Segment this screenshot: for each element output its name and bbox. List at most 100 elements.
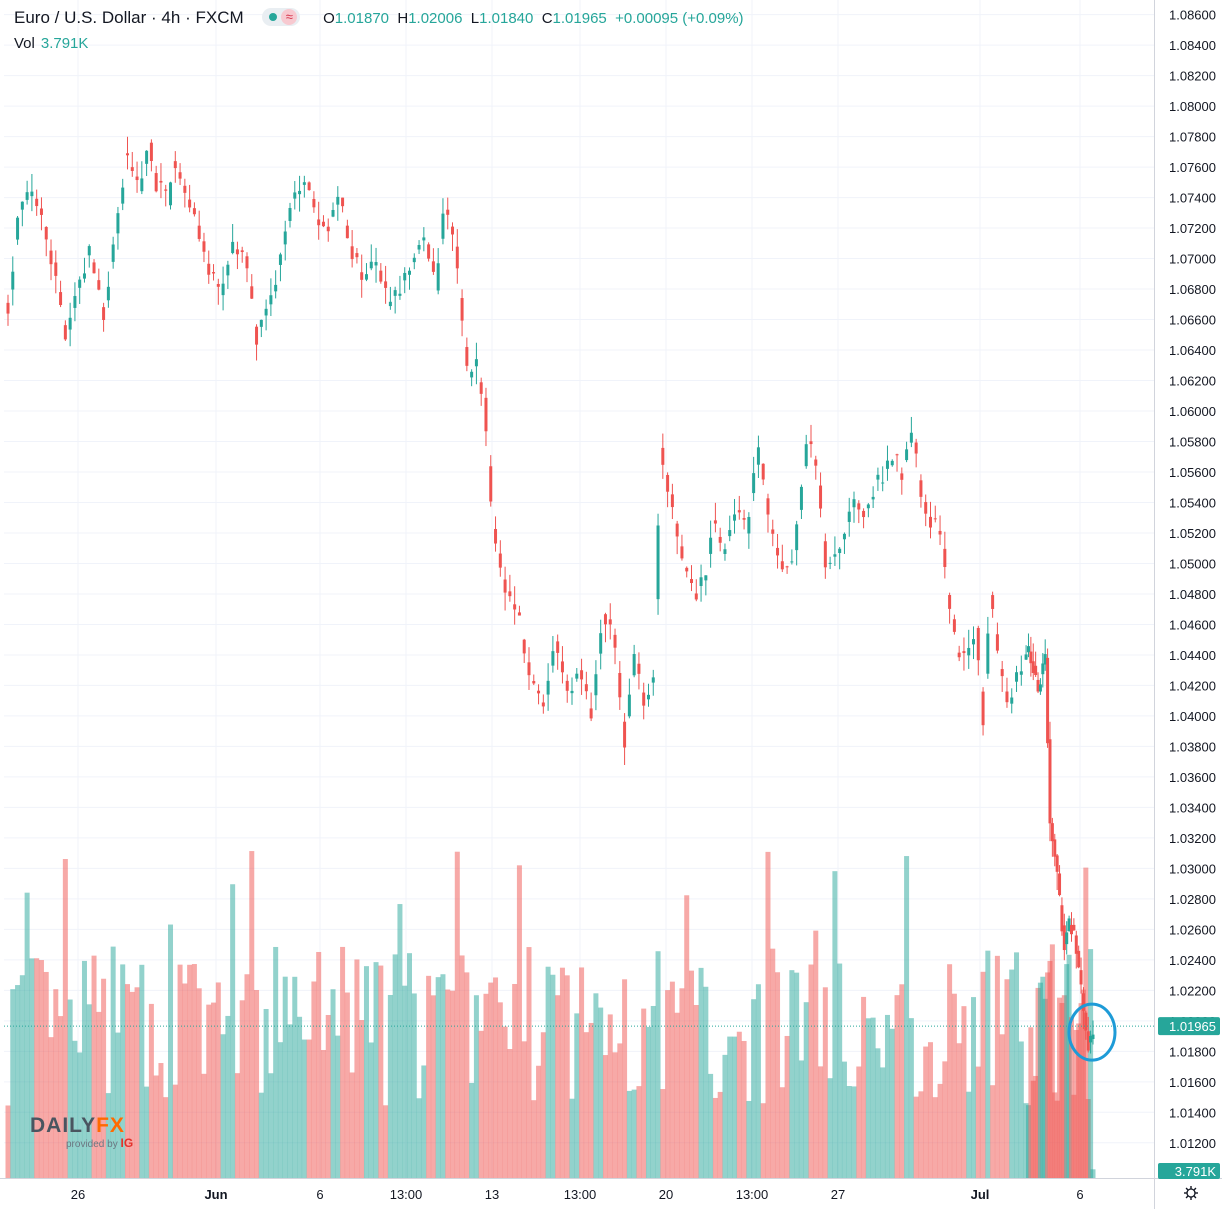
candle-body bbox=[560, 661, 564, 673]
price-tick-label: 1.05800 bbox=[1169, 435, 1216, 450]
candle-body bbox=[646, 694, 650, 700]
candle-body bbox=[1043, 654, 1047, 665]
candle-body bbox=[326, 226, 330, 232]
volume-bar bbox=[282, 976, 288, 1178]
volume-bar bbox=[588, 1022, 594, 1178]
volume-bar bbox=[488, 982, 494, 1178]
candle-body bbox=[6, 302, 10, 314]
time-tick-label: 6 bbox=[316, 1187, 323, 1202]
gear-tooth bbox=[1193, 1187, 1197, 1191]
volume-bar bbox=[540, 1032, 546, 1178]
volume-bar bbox=[58, 1016, 64, 1178]
candle-body bbox=[274, 284, 278, 292]
volume-bar bbox=[392, 954, 398, 1178]
settings-gear-icon[interactable] bbox=[1184, 1186, 1198, 1200]
volume-bar bbox=[908, 1018, 914, 1178]
open-label: O bbox=[323, 10, 335, 27]
volume-bar bbox=[254, 990, 260, 1178]
last-price-bg bbox=[1158, 1017, 1220, 1036]
candle-body bbox=[723, 549, 727, 554]
candle-body bbox=[1026, 646, 1030, 653]
candle-body bbox=[364, 274, 368, 280]
volume-bar bbox=[344, 992, 350, 1178]
candle-body bbox=[436, 263, 440, 291]
candle-body bbox=[517, 612, 521, 616]
candle-body bbox=[11, 271, 15, 290]
volume-bar bbox=[77, 1052, 83, 1178]
candle-body bbox=[355, 253, 359, 258]
volume-bar bbox=[932, 1097, 938, 1178]
candle-body bbox=[838, 548, 842, 554]
volume-bar bbox=[387, 994, 393, 1178]
candle-body bbox=[116, 213, 120, 234]
time-tick-label: 13:00 bbox=[736, 1187, 769, 1202]
candle-body bbox=[417, 245, 421, 250]
candle-body bbox=[881, 482, 885, 484]
candle-body bbox=[627, 694, 631, 717]
candle-body bbox=[771, 529, 775, 534]
symbol-title[interactable]: Euro / U.S. Dollar bbox=[14, 8, 147, 27]
exchange-label: FXCM bbox=[195, 8, 244, 27]
candle-body bbox=[737, 510, 741, 513]
volume-bar bbox=[937, 1083, 943, 1178]
volume-bar bbox=[894, 995, 900, 1178]
candle-body bbox=[957, 652, 961, 658]
candle-body bbox=[212, 272, 216, 274]
candle-body bbox=[1048, 739, 1052, 824]
volume-bar bbox=[655, 951, 661, 1178]
candle-body bbox=[489, 466, 493, 502]
candle-body bbox=[379, 270, 383, 282]
candle-body bbox=[809, 441, 813, 445]
volume-bar bbox=[1049, 944, 1055, 1178]
candle-body bbox=[422, 237, 426, 241]
candle-body bbox=[164, 189, 168, 191]
volume-bar bbox=[473, 995, 479, 1178]
candle-body bbox=[341, 197, 345, 207]
volume-bar bbox=[206, 1004, 212, 1178]
volume-bar bbox=[230, 884, 236, 1178]
volume-bar bbox=[72, 1040, 78, 1178]
volume-bar bbox=[536, 1065, 542, 1178]
volume-bar bbox=[927, 1042, 933, 1178]
candle-body bbox=[374, 262, 378, 266]
candle-body bbox=[933, 518, 937, 520]
volume-label[interactable]: Vol bbox=[14, 35, 35, 52]
candle-body bbox=[92, 262, 96, 274]
candle-body bbox=[255, 326, 259, 345]
volume-bar bbox=[712, 1097, 718, 1178]
candle-body bbox=[1062, 925, 1066, 951]
price-tick-label: 1.06000 bbox=[1169, 404, 1216, 419]
candle-body bbox=[1074, 935, 1078, 954]
candle-body bbox=[828, 562, 832, 564]
candle-body bbox=[1031, 661, 1035, 674]
dailyfx-logo: DAILYFX provided by IG bbox=[30, 1114, 133, 1150]
volume-bar bbox=[612, 1052, 618, 1178]
volume-bar bbox=[81, 960, 87, 1178]
price-tick-label: 1.05000 bbox=[1169, 556, 1216, 571]
candle-body bbox=[1086, 1031, 1090, 1051]
candle-body bbox=[1024, 654, 1028, 660]
volume-bar bbox=[325, 1014, 331, 1178]
volume-bar bbox=[559, 967, 565, 1178]
interval-label[interactable]: 4h bbox=[161, 8, 181, 27]
candle-body bbox=[551, 651, 555, 666]
open-value: 1.01870 bbox=[334, 10, 390, 27]
volume-bar bbox=[258, 1092, 264, 1178]
candle-body bbox=[651, 677, 655, 683]
candle-body bbox=[331, 209, 335, 217]
candle-body bbox=[995, 634, 999, 651]
candle-body bbox=[508, 591, 512, 597]
candle-body bbox=[130, 167, 134, 171]
candle-body bbox=[25, 192, 29, 200]
volume-bar bbox=[751, 999, 757, 1178]
candle-body bbox=[599, 633, 603, 654]
gear-tooth bbox=[1185, 1187, 1189, 1191]
volume-bar bbox=[951, 993, 957, 1178]
candle-body bbox=[632, 654, 636, 676]
candle-body bbox=[1005, 691, 1009, 703]
market-status-badge[interactable]: ≈ bbox=[262, 7, 301, 26]
volume-bar bbox=[622, 979, 628, 1178]
candles bbox=[6, 136, 1095, 1054]
